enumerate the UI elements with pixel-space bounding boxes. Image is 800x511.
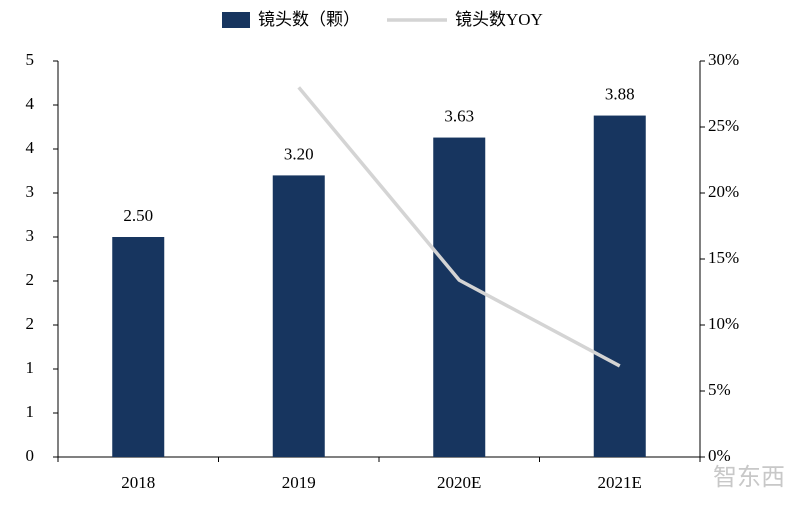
- value-label: 3.88: [605, 84, 635, 103]
- y2-tick-label: 10%: [708, 314, 739, 333]
- bar: [593, 115, 646, 457]
- watermark: 智东西: [713, 463, 785, 491]
- x-tick-label: 2019: [282, 473, 316, 492]
- y2-tick-label: 30%: [708, 50, 739, 69]
- y-tick-label: 3: [26, 182, 35, 201]
- y-tick-label: 2: [26, 270, 35, 289]
- bar: [112, 237, 165, 457]
- y-tick-label: 2: [26, 314, 35, 333]
- value-label: 2.50: [123, 206, 153, 225]
- y-tick-label: 3: [26, 226, 35, 245]
- y-tick-label: 1: [26, 358, 35, 377]
- x-tick-label: 2018: [121, 473, 155, 492]
- y2-tick-label: 5%: [708, 380, 731, 399]
- y-tick-label: 5: [26, 50, 35, 69]
- y-tick-label: 0: [26, 446, 35, 465]
- legend-label: 镜头数YOY: [455, 10, 543, 29]
- value-label: 3.63: [444, 106, 474, 125]
- bar: [433, 137, 486, 457]
- y-tick-label: 1: [26, 402, 35, 421]
- legend-swatch: [222, 12, 250, 28]
- y-tick-label: 4: [26, 138, 35, 157]
- legend-label: 镜头数（颗）: [258, 10, 360, 29]
- y2-tick-label: 15%: [708, 248, 739, 267]
- x-tick-label: 2020E: [437, 473, 481, 492]
- bar: [272, 175, 325, 457]
- y2-tick-label: 0%: [708, 446, 731, 465]
- y2-tick-label: 20%: [708, 182, 739, 201]
- y2-tick-label: 25%: [708, 116, 739, 135]
- value-label: 3.20: [284, 144, 314, 163]
- y-tick-label: 4: [26, 94, 35, 113]
- line: [297, 86, 621, 368]
- x-tick-label: 2021E: [598, 473, 642, 492]
